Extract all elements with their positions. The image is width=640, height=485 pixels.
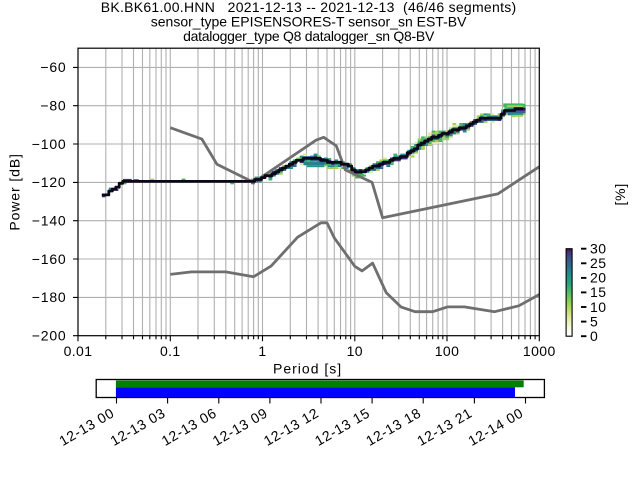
svg-text:20: 20 <box>590 270 607 286</box>
svg-text:25: 25 <box>590 255 607 271</box>
svg-text:0.1: 0.1 <box>160 343 181 359</box>
svg-text:BK.BK61.00.HNN 2021-12-13 --: BK.BK61.00.HNN 2021-12-13 -- 2021-12-13 … <box>101 0 517 15</box>
svg-text:30: 30 <box>590 241 607 257</box>
svg-text:1: 1 <box>258 343 266 359</box>
svg-text:−60: −60 <box>40 59 66 75</box>
svg-text:10: 10 <box>590 299 607 315</box>
svg-text:5: 5 <box>590 313 598 329</box>
svg-text:10: 10 <box>347 343 363 359</box>
svg-text:100: 100 <box>435 343 460 359</box>
svg-text:−200: −200 <box>32 328 67 344</box>
svg-text:15: 15 <box>590 284 607 300</box>
svg-text:[%]: [%] <box>612 183 628 206</box>
svg-text:−120: −120 <box>32 174 67 190</box>
svg-text:−80: −80 <box>40 98 66 114</box>
svg-text:1000: 1000 <box>523 343 556 359</box>
svg-text:0.01: 0.01 <box>64 343 93 359</box>
svg-text:datalogger_type Q8 datalogger_: datalogger_type Q8 datalogger_sn Q8-BV <box>183 28 435 44</box>
svg-text:−160: −160 <box>32 251 67 267</box>
svg-text:0: 0 <box>590 328 598 344</box>
svg-text:−140: −140 <box>32 213 67 229</box>
svg-text:−100: −100 <box>32 136 67 152</box>
svg-text:Period [s]: Period [s] <box>273 361 342 377</box>
svg-text:Power [dB]: Power [dB] <box>6 153 22 230</box>
svg-text:−180: −180 <box>32 289 67 305</box>
svg-text:sensor_type EPISENSORES-T sens: sensor_type EPISENSORES-T sensor_sn EST-… <box>151 13 467 29</box>
